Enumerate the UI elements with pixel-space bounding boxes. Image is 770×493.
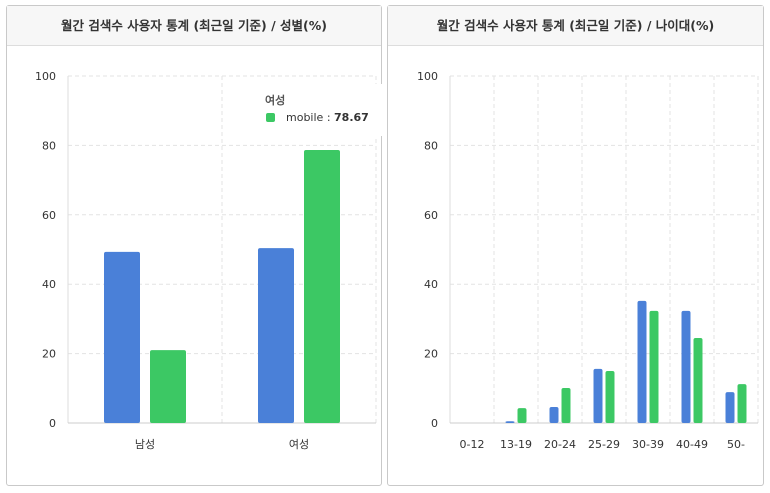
y-tick-label: 60: [42, 209, 56, 222]
gender-chart-title: 월간 검색수 사용자 통계 (최근일 기준) / 성별(%): [7, 6, 381, 46]
y-tick-label: 60: [424, 209, 438, 222]
bar: [649, 310, 659, 423]
bar: [637, 300, 647, 423]
x-tick-label: 13-19: [500, 438, 532, 451]
tooltip-series: mobile: [286, 111, 324, 124]
bar: [593, 368, 603, 423]
tooltip-category: 여성: [265, 94, 286, 107]
bar: [304, 150, 340, 423]
y-tick-label: 0: [49, 417, 56, 430]
y-tick-label: 20: [424, 348, 438, 361]
bar: [605, 370, 615, 423]
x-tick-label: 25-29: [588, 438, 620, 451]
tooltip-value: 78.67: [334, 111, 369, 124]
x-tick-label: 여성: [289, 438, 309, 451]
x-tick-label: 0-12: [460, 438, 485, 451]
bar: [737, 384, 747, 423]
y-tick-label: 40: [424, 278, 438, 291]
bar: [549, 407, 559, 423]
y-tick-label: 20: [42, 348, 56, 361]
bar: [517, 408, 527, 423]
y-tick-label: 100: [417, 70, 438, 83]
bar: [104, 251, 140, 423]
tooltip-sep: :: [326, 111, 331, 124]
bar: [505, 421, 515, 423]
bar: [561, 387, 571, 423]
bar: [681, 310, 691, 423]
x-tick-label: 50-: [727, 438, 745, 451]
x-tick-label: 30-39: [632, 438, 664, 451]
x-tick-label: 40-49: [676, 438, 708, 451]
tooltip-legend-swatch: [266, 113, 275, 122]
bar: [150, 350, 186, 423]
y-tick-label: 80: [424, 139, 438, 152]
bar: [258, 248, 294, 423]
y-tick-label: 100: [35, 70, 56, 83]
x-tick-label: 20-24: [544, 438, 576, 451]
y-tick-label: 40: [42, 278, 56, 291]
y-tick-label: 0: [431, 417, 438, 430]
tooltip: 여성 mobile : 78.67: [252, 84, 382, 136]
bar: [725, 392, 735, 423]
y-tick-label: 80: [42, 139, 56, 152]
x-tick-label: 남성: [135, 438, 155, 451]
bar: [693, 337, 703, 423]
age-chart-title: 월간 검색수 사용자 통계 (최근일 기준) / 나이대(%): [388, 6, 763, 46]
